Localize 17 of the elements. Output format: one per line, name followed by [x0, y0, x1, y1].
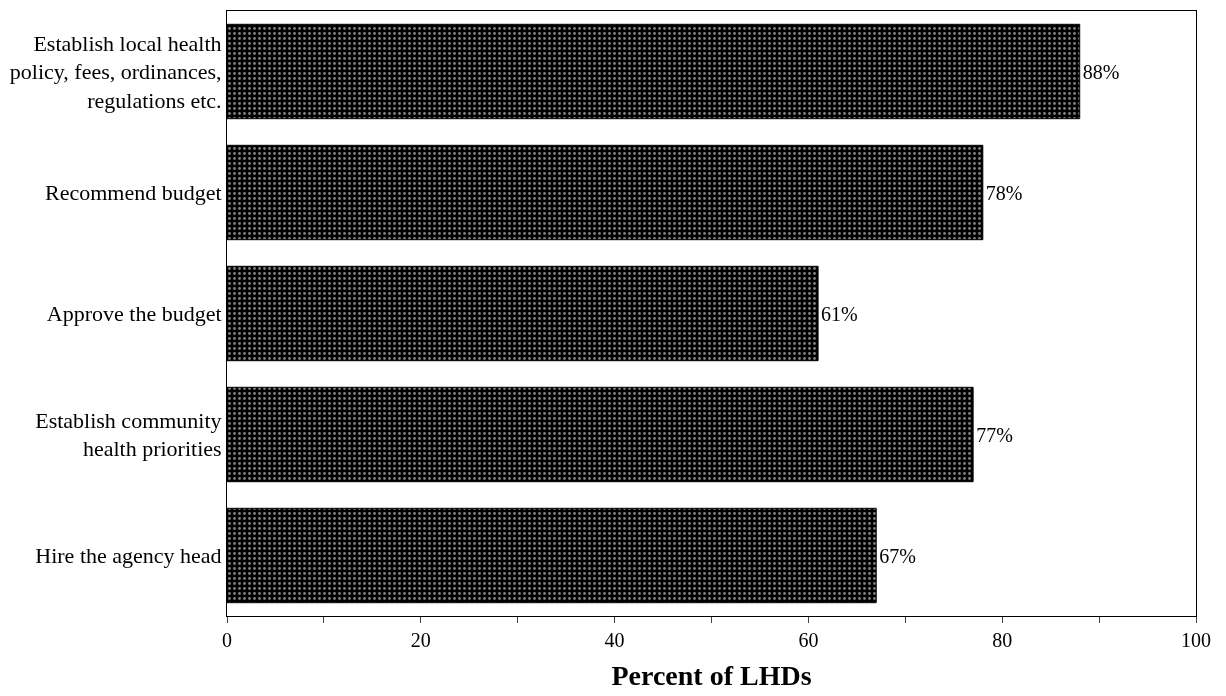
data-label: 77% [976, 423, 1013, 446]
y-tick-label: Approve the budget [46, 301, 222, 327]
x-axis-title: Percent of LHDs [611, 660, 812, 692]
x-tick-label: 0 [222, 629, 232, 651]
x-tick-label: 80 [992, 629, 1013, 651]
x-tick-label: 100 [1181, 629, 1211, 651]
data-label: 61% [821, 302, 858, 325]
y-tick-label: Establish community health priorities [35, 407, 222, 462]
data-label: 88% [1082, 60, 1120, 83]
y-tick-label: Recommend budget [45, 180, 222, 206]
y-tick-label: Establish local health policy, fees, ordinances, regulations etc. [9, 30, 222, 113]
data-label: 78% [985, 181, 1023, 204]
data-label: 67% [879, 544, 916, 567]
y-tick-label: Hire the agency head [35, 543, 222, 569]
x-tick-label: 60 [798, 629, 819, 651]
x-tick-label: 20 [410, 629, 431, 651]
x-tick-label: 40 [604, 629, 625, 651]
